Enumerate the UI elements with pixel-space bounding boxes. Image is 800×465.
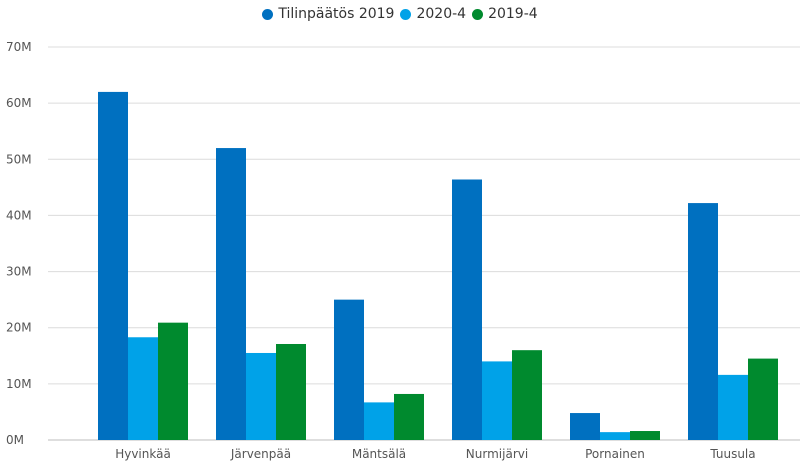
legend-label: 2019-4 [488,6,538,22]
y-tick-label: 30M [6,265,32,279]
legend-label: 2020-4 [416,6,467,22]
y-tick-label: 50M [6,152,32,166]
bar[interactable] [246,352,276,440]
y-tick-label: 60M [6,96,32,110]
bar[interactable] [158,322,188,440]
x-tick-label: Hyvinkää [115,447,171,461]
y-tick-label: 70M [6,40,32,54]
y-tick-label: 10M [6,377,32,391]
bar[interactable] [718,374,748,440]
legend-item[interactable]: 2019-4 [472,6,538,22]
legend-label: Tilinpäätös 2019 [278,6,395,22]
bar[interactable] [452,179,482,441]
x-tick-label: Järvenpää [230,447,291,461]
x-tick-label: Tuusula [709,447,755,461]
bar[interactable] [630,431,660,440]
legend-swatch-icon [400,8,412,20]
y-tick-label: 20M [6,321,32,335]
bar[interactable] [394,393,424,440]
bar[interactable] [482,361,512,440]
bar[interactable] [570,413,600,440]
bar[interactable] [276,343,306,440]
y-tick-label: 40M [6,208,32,222]
bar[interactable] [364,402,394,440]
legend-swatch-icon [262,8,274,20]
legend-swatch-icon [472,8,484,20]
bar[interactable] [600,432,630,440]
bar[interactable] [688,203,718,440]
bar[interactable] [334,299,364,440]
legend: Tilinpäätös 2019 2020-4 2019-4 [0,6,800,24]
bar[interactable] [748,358,778,440]
bar[interactable] [216,148,246,441]
bar[interactable] [512,350,542,440]
y-tick-label: 0M [6,433,24,447]
bar[interactable] [98,91,128,441]
x-tick-label: Pornainen [585,447,645,461]
bar[interactable] [128,337,158,440]
legend-item[interactable]: Tilinpäätös 2019 [262,6,394,22]
x-tick-label: Nurmijärvi [466,447,528,461]
x-tick-label: Mäntsälä [352,447,406,461]
legend-item[interactable]: 2020-4 [400,6,466,22]
